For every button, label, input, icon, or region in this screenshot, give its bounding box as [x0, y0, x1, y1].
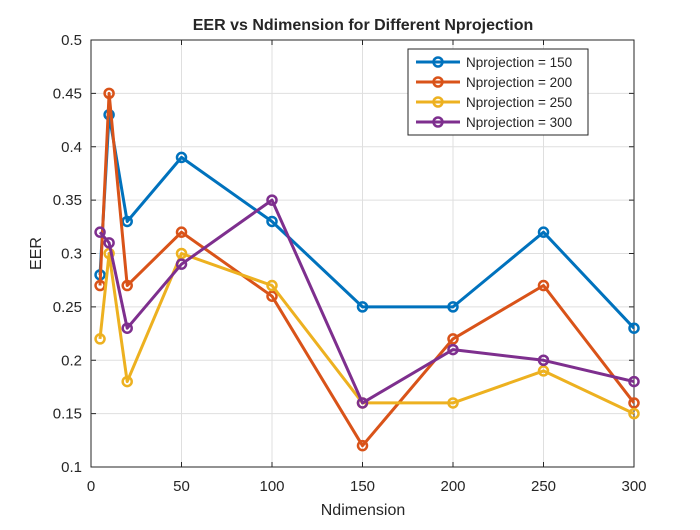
- data-point: [121, 215, 133, 228]
- data-point: [121, 279, 133, 292]
- y-tick-label: 0.5: [61, 32, 82, 49]
- legend-label: Nprojection = 150: [466, 55, 572, 70]
- data-point: [175, 151, 188, 164]
- data-point: [447, 301, 459, 313]
- legend-item: Nprojection = 200: [416, 75, 572, 90]
- data-point: [628, 407, 640, 420]
- data-point: [537, 279, 550, 292]
- data-point: [94, 226, 106, 238]
- data-point: [266, 215, 278, 228]
- data-point: [356, 397, 369, 409]
- y-tick-label: 0.35: [53, 192, 82, 209]
- y-tick-label: 0.2: [61, 352, 82, 369]
- series-2: [94, 87, 640, 452]
- data-point: [447, 333, 459, 345]
- data-point: [266, 194, 278, 206]
- data-point: [175, 258, 188, 270]
- legend-label: Nprojection = 200: [466, 75, 572, 90]
- data-point: [447, 397, 459, 409]
- data-point: [447, 343, 459, 356]
- y-tick-label: 0.1: [61, 459, 82, 476]
- x-tick-label: 200: [440, 478, 465, 495]
- legend-item: Nprojection = 150: [416, 55, 572, 70]
- y-tick-label: 0.4: [61, 139, 82, 156]
- y-tick-label: 0.15: [53, 406, 82, 423]
- y-tick-label: 0.3: [61, 246, 82, 263]
- data-point: [175, 247, 188, 260]
- data-point: [356, 439, 369, 452]
- legend-item: Nprojection = 250: [416, 95, 572, 110]
- legend-label: Nprojection = 250: [466, 95, 572, 110]
- data-point: [628, 322, 640, 334]
- legend-swatch-marker: [432, 96, 444, 108]
- data-point: [121, 322, 133, 334]
- y-tick-label: 0.25: [53, 299, 82, 316]
- data-point: [175, 226, 188, 238]
- series-4: [94, 194, 640, 409]
- data-point: [537, 226, 550, 238]
- data-point: [356, 301, 369, 313]
- data-point: [266, 290, 278, 302]
- data-point: [103, 237, 115, 249]
- chart-title: EER vs Ndimension for Different Nproject…: [193, 17, 533, 34]
- legend-item: Nprojection = 300: [416, 115, 572, 130]
- data-point: [537, 354, 550, 366]
- data-point: [266, 279, 278, 292]
- series-line: [98, 198, 635, 405]
- x-tick-label: 300: [621, 478, 646, 495]
- axis-ticks: 0 50 100 150 200 250 300 0.1 0.15 0.2 0.25 0.3 0.35 0…: [53, 32, 647, 495]
- legend-swatch-marker: [432, 56, 444, 68]
- data-point: [103, 87, 115, 100]
- x-tick-label: 250: [531, 478, 556, 495]
- data-point: [628, 397, 640, 409]
- y-axis-label: EER: [28, 237, 45, 270]
- x-tick-label: 50: [173, 478, 190, 495]
- x-tick-label: 0: [87, 478, 95, 495]
- series-lines: [94, 87, 640, 452]
- y-tick-label: 0.45: [53, 85, 82, 102]
- x-axis-label: Ndimension: [321, 502, 405, 519]
- data-point: [537, 365, 550, 377]
- series-line: [98, 252, 635, 415]
- legend-label: Nprojection = 300: [466, 115, 572, 130]
- data-point: [94, 333, 106, 345]
- x-tick-label: 150: [350, 478, 375, 495]
- series-line: [98, 91, 636, 448]
- data-point: [121, 375, 133, 388]
- legend: Nprojection = 150 Nprojection = 200 Nproje…: [407, 48, 589, 136]
- legend-swatch-marker: [432, 116, 444, 128]
- legend-swatch-marker: [432, 76, 444, 88]
- x-tick-label: 100: [259, 478, 284, 495]
- data-point: [628, 375, 640, 388]
